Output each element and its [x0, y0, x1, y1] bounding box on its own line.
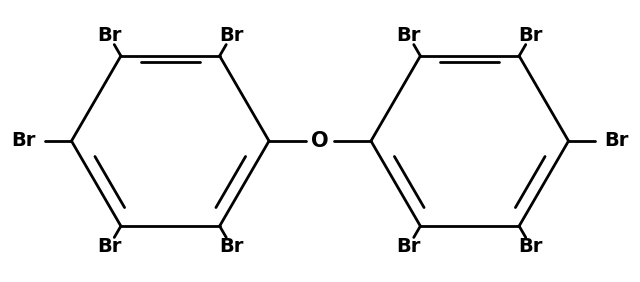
Text: O: O — [311, 131, 329, 151]
Text: Br: Br — [220, 237, 244, 256]
Text: Br: Br — [220, 26, 244, 45]
Text: Br: Br — [604, 131, 628, 151]
Text: Br: Br — [12, 131, 36, 151]
Text: Br: Br — [396, 237, 420, 256]
Text: Br: Br — [97, 237, 121, 256]
Text: Br: Br — [97, 26, 121, 45]
Text: Br: Br — [519, 26, 543, 45]
Text: Br: Br — [519, 237, 543, 256]
Text: Br: Br — [396, 26, 420, 45]
